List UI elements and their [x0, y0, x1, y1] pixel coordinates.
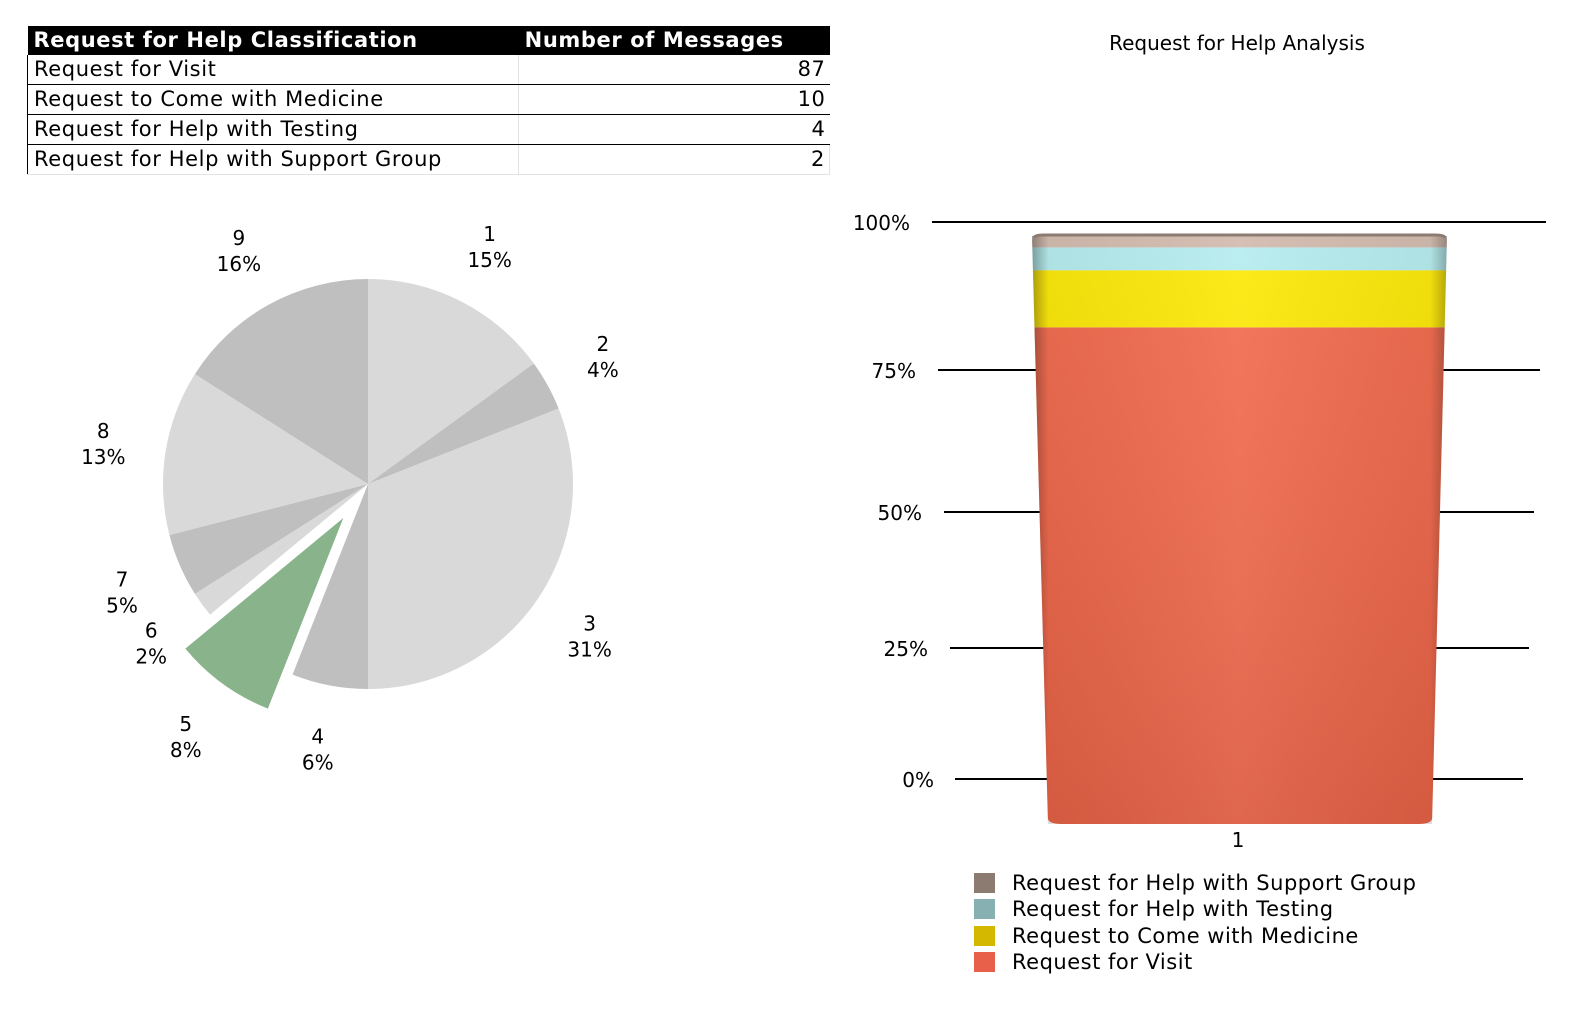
bar-chart-bars: [1032, 233, 1447, 824]
table-row: Request for Help with Testing 4: [26, 114, 830, 145]
pie-slice-8: [162, 374, 368, 535]
pie-slice-3: [368, 408, 574, 689]
pie-slice-7: [169, 484, 368, 594]
legend-label: Request for Help with Support Group: [1012, 871, 1417, 896]
pie-slice-6: [194, 484, 368, 615]
y-tick-label: 75%: [872, 359, 916, 383]
bar-chart-gridlines: [932, 221, 1546, 780]
table-cell-value: 10: [518, 84, 830, 115]
pie-slice-percent: 2%: [135, 645, 167, 669]
y-tick-label: 100%: [853, 211, 910, 235]
table-header-row: Request for Help Classification Number o…: [27, 26, 830, 55]
bar-chart-y-axis: 0% 25% 50% 75% 100%: [853, 211, 934, 792]
pie-slice-label: 3: [583, 612, 596, 636]
pie-slice-label: 9: [233, 226, 246, 250]
pie-slice-label: 7: [116, 567, 129, 591]
pie-slice-percent: 4%: [587, 358, 619, 382]
table-cell-label: Request to Come with Medicine: [26, 84, 519, 115]
bar-top-rim: [1032, 233, 1447, 239]
table-cell-value: 4: [518, 114, 830, 145]
table-cell-value: 87: [518, 55, 830, 85]
pie-slice-label: 6: [145, 619, 158, 643]
bar-shading: [1032, 236, 1447, 824]
legend-swatch: [974, 952, 995, 973]
bar-category-label: 1: [1232, 828, 1245, 852]
legend-label: Request for Visit: [1012, 950, 1193, 975]
bar-chart-legend: Request for Help with Support Group Reque…: [974, 870, 1416, 975]
column-header-messages: Number of Messages: [518, 26, 830, 55]
table-cell-label: Request for Help with Support Group: [26, 144, 519, 175]
legend-item: Request for Help with Support Group: [974, 870, 1416, 896]
table-row: Request to Come with Medicine 10: [26, 84, 830, 115]
pie-slice-percent: 16%: [217, 252, 261, 276]
table-cell-label: Request for Visit: [26, 55, 519, 85]
pie-slice-2: [368, 363, 559, 484]
pie-slice-5: [185, 517, 344, 709]
pie-slice-label: 8: [97, 419, 110, 443]
pie-slice-9: [194, 279, 368, 484]
stacked-bar-chart: Request for Help Analysis 0% 25% 50% 75% 100…: [853, 31, 1546, 852]
y-tick-label: 50%: [878, 501, 922, 525]
pie-slice-percent: 6%: [302, 750, 334, 774]
legend-swatch: [974, 873, 995, 894]
pie-slice-percent: 31%: [567, 638, 611, 662]
data-table: Request for Help Classification Number o…: [26, 26, 830, 175]
pie-slice-label: 4: [311, 724, 324, 748]
table-row: Request for Visit 87: [26, 55, 830, 85]
pie-slice-percent: 15%: [467, 248, 511, 272]
table-cell-value: 2: [518, 144, 830, 175]
legend-swatch: [974, 925, 995, 946]
bar-chart-title: Request for Help Analysis: [1109, 31, 1365, 55]
legend-item: Request for Visit: [974, 949, 1416, 975]
pie-slice-percent: 8%: [170, 738, 202, 762]
column-header-classification: Request for Help Classification: [27, 26, 519, 55]
legend-item: Request to Come with Medicine: [974, 923, 1416, 949]
table-cell-label: Request for Help with Testing: [26, 114, 519, 145]
legend-label: Request for Help with Testing: [1012, 897, 1334, 922]
pie-slice-label: 1: [483, 222, 496, 246]
pie-chart: 115% 24% 331% 46% 58% 62% 75% 813% 916%: [81, 222, 619, 774]
pie-slice-4: [292, 484, 368, 689]
pie-slice-percent: 13%: [81, 445, 125, 469]
legend-swatch: [974, 899, 995, 920]
table-row: Request for Help with Support Group 2: [26, 144, 830, 175]
y-tick-label: 0%: [902, 768, 934, 792]
pie-slice-label: 2: [596, 332, 609, 356]
pie-slice-percent: 5%: [106, 593, 138, 617]
pie-slice-label: 5: [179, 712, 192, 736]
pie-slice-1: [368, 279, 534, 484]
legend-item: Request for Help with Testing: [974, 896, 1416, 922]
y-tick-label: 25%: [884, 637, 928, 661]
legend-label: Request to Come with Medicine: [1012, 923, 1359, 948]
